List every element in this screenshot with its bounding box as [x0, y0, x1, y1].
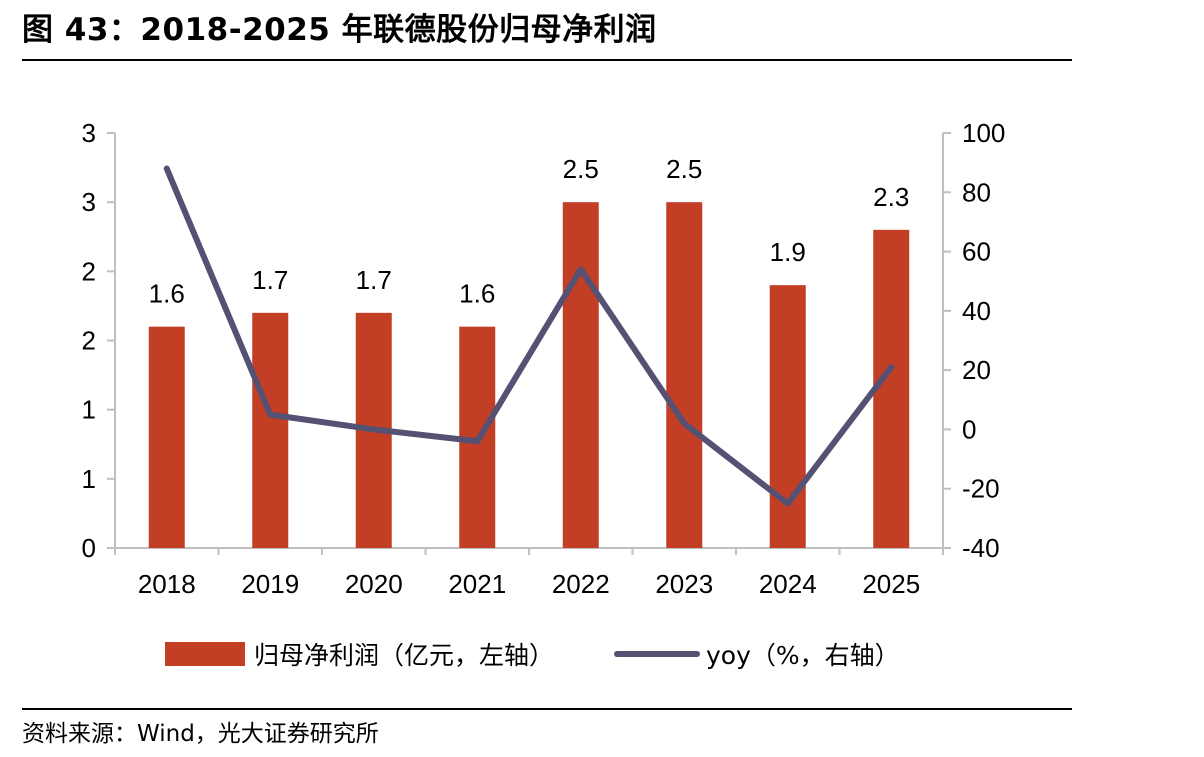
- source-note: 资料来源：Wind，光大证券研究所: [22, 721, 379, 747]
- legend: 归母净利润（亿元，左轴） yoy（%，右轴）: [165, 641, 900, 670]
- right-tick-label: 40: [962, 296, 991, 326]
- left-axis: 0 1 1 2 2 3 3: [82, 118, 116, 563]
- left-tick-label: 1: [82, 395, 96, 425]
- left-tick-label: 2: [82, 256, 96, 286]
- bar-data-label: 2.5: [666, 154, 702, 184]
- bar-data-label: 1.6: [149, 279, 185, 309]
- x-tick-label: 2021: [448, 569, 506, 599]
- left-tick-label: 0: [82, 533, 96, 563]
- bar: [769, 285, 806, 548]
- bar-data-label: 1.7: [356, 265, 392, 295]
- left-tick-label: 3: [82, 187, 96, 217]
- bar-data-labels: 1.6 1.7 1.7 1.6 2.5 2.5 1.9 2.3: [149, 154, 910, 308]
- bar: [148, 326, 185, 548]
- x-tick-label: 2018: [138, 569, 196, 599]
- right-axis: -40 -20 0 20 40 60 80 100: [942, 118, 1005, 563]
- left-tick-label: 1: [82, 464, 96, 494]
- right-tick-label: -40: [962, 533, 1000, 563]
- right-tick-label: 20: [962, 355, 991, 385]
- bar: [562, 202, 599, 548]
- bar-data-label: 1.6: [459, 279, 495, 309]
- x-axis: 2018 2019 2020 2021 2022 2023 2024 2025: [114, 547, 944, 599]
- legend-bar-label: 归母净利润（亿元，左轴）: [254, 641, 554, 670]
- bar-data-label: 1.9: [770, 237, 806, 267]
- bottom-divider: [22, 708, 1072, 710]
- right-tick-label: -20: [962, 474, 1000, 504]
- right-tick-label: 100: [962, 118, 1005, 148]
- legend-bar-swatch: [165, 642, 245, 666]
- line-series: [163, 165, 895, 507]
- legend-line-label: yoy（%，右轴）: [706, 641, 900, 670]
- x-tick-label: 2020: [345, 569, 403, 599]
- bar-data-label: 2.3: [873, 182, 909, 212]
- x-tick-label: 2019: [241, 569, 299, 599]
- right-tick-label: 80: [962, 177, 991, 207]
- top-divider: [22, 59, 1072, 61]
- yoy-line: [163, 165, 895, 507]
- x-tick-label: 2024: [759, 569, 817, 599]
- chart-title: 图 43：2018-2025 年联德股份归母净利润: [22, 12, 657, 48]
- x-tick-label: 2023: [655, 569, 713, 599]
- bar: [666, 202, 703, 548]
- left-tick-label: 3: [82, 118, 96, 148]
- left-tick-label: 2: [82, 326, 96, 356]
- bar-data-label: 1.7: [252, 265, 288, 295]
- right-tick-label: 60: [962, 237, 991, 267]
- x-tick-label: 2025: [862, 569, 920, 599]
- bar: [873, 229, 910, 549]
- bar-data-label: 2.5: [563, 154, 599, 184]
- x-tick-label: 2022: [552, 569, 610, 599]
- bar: [252, 312, 289, 548]
- right-tick-label: 0: [962, 414, 976, 444]
